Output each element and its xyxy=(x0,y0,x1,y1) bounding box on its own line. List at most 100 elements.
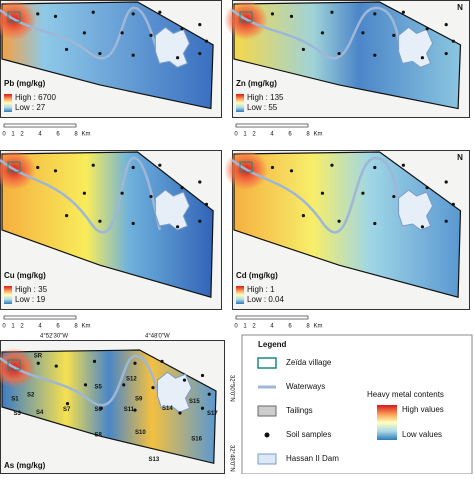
scale-bar: 0 1 2 4 6 8 Km xyxy=(2,123,91,138)
soil-sample xyxy=(131,165,135,170)
interpolation-zone xyxy=(233,151,462,298)
scale-label: 8 xyxy=(74,324,78,330)
high-label: High : 1 xyxy=(247,285,275,294)
scale-label: 1 xyxy=(11,132,15,138)
north-arrow: N xyxy=(457,153,463,162)
soil-sample xyxy=(133,408,137,412)
scale-label: 0 xyxy=(2,324,6,330)
soil-sample xyxy=(158,163,162,167)
metal-title: As (mg/kg) xyxy=(4,461,46,470)
soil-sample xyxy=(361,31,365,35)
soil-sample xyxy=(65,214,69,218)
scale-label: 2 xyxy=(20,324,24,330)
high-values: High values xyxy=(402,405,444,414)
legend-item: Waterways xyxy=(258,382,325,391)
legend-label: Soil samples xyxy=(286,430,331,439)
scale-label: 2 xyxy=(20,132,24,138)
soil-sample xyxy=(83,383,88,387)
scale-label: 4 xyxy=(270,132,274,138)
sym xyxy=(257,405,277,417)
low-label: Low : 0.04 xyxy=(247,295,284,304)
sample-label: S10 xyxy=(135,430,146,436)
low-label: Low : 19 xyxy=(15,295,46,304)
soil-sample xyxy=(420,225,424,229)
soil-sample xyxy=(207,392,211,396)
high-label: High : 35 xyxy=(15,285,48,294)
soil-sample xyxy=(131,12,135,16)
soil-sample xyxy=(180,186,184,190)
soil-sample xyxy=(91,10,95,14)
scale-bar: 0 1 2 4 6 8 Km xyxy=(234,315,323,330)
sample-label: S14 xyxy=(162,406,173,412)
color-ramp xyxy=(4,94,12,112)
legend: Legend Zeïda village Waterways Tailings Soil… xyxy=(241,334,473,475)
soil-sample xyxy=(65,47,69,52)
soil-sample xyxy=(444,180,448,184)
soil-sample xyxy=(451,202,455,206)
sample-label: SR xyxy=(34,354,43,360)
low-label: Low : 55 xyxy=(247,103,278,112)
soil-sample xyxy=(361,191,365,195)
high-label: High : 135 xyxy=(247,93,284,102)
legend-item: Hassan II Dam xyxy=(257,453,339,465)
scale-label: 2 xyxy=(252,324,256,330)
waterway xyxy=(0,156,162,234)
waterway xyxy=(231,6,405,60)
sample-label: S11 xyxy=(124,407,135,413)
color-ramp xyxy=(4,286,12,304)
soil-sample xyxy=(176,225,180,229)
soil-sample xyxy=(401,163,405,167)
soil-sample xyxy=(176,56,180,60)
scale-label: 1 xyxy=(11,324,15,330)
sample-label: S13 xyxy=(149,457,160,463)
latitude: 32°50'0"N xyxy=(228,375,234,402)
soil-sample xyxy=(98,51,102,56)
soil-sample xyxy=(36,361,40,365)
soil-sample xyxy=(200,373,205,378)
soil-sample xyxy=(444,219,448,223)
scale-line xyxy=(235,315,309,320)
sample-label: S12 xyxy=(126,376,137,382)
scale-label: 6 xyxy=(288,132,292,138)
soil-sample xyxy=(270,12,275,16)
sample-label: S4 xyxy=(36,410,44,416)
soil-sample xyxy=(131,221,135,226)
soil-sample xyxy=(198,23,202,27)
low-label: Low : 27 xyxy=(15,103,46,112)
sample-label: S5 xyxy=(95,384,103,390)
village xyxy=(7,11,21,23)
scale-label: 6 xyxy=(56,324,60,330)
scale-label: 1 xyxy=(243,132,247,138)
soil-sample xyxy=(82,31,86,35)
scale-label: 4 xyxy=(270,324,274,330)
soil-sample xyxy=(99,406,103,410)
soil-sample xyxy=(320,31,325,35)
soil-sample xyxy=(420,56,424,60)
scale-label: 8 xyxy=(306,324,310,330)
scale-label: 6 xyxy=(56,132,60,138)
latitude: 32°48'0"N xyxy=(228,445,234,472)
soil-sample xyxy=(373,53,377,57)
scale-line xyxy=(3,123,77,128)
waterway xyxy=(0,6,162,60)
soil-sample xyxy=(270,165,275,170)
sample-label: S6 xyxy=(95,407,103,413)
soil-sample xyxy=(53,169,58,173)
legend-item: Tailings xyxy=(257,405,313,417)
metal-title: Zn (mg/kg) xyxy=(236,79,277,88)
metal-title: Pb (mg/kg) xyxy=(4,79,46,88)
village xyxy=(7,359,21,371)
waterway xyxy=(231,156,405,234)
soil-sample xyxy=(337,219,341,223)
soil-sample xyxy=(392,194,396,199)
map-panel: As (mg/kg) SR S1 S2 S3 S4 S5 S6 S7 S8 S9 S10 S11 S12 S… xyxy=(0,340,225,474)
soil-sample xyxy=(289,14,294,18)
soil-sample xyxy=(133,361,137,365)
village xyxy=(239,161,253,173)
scale-label: 0 xyxy=(2,132,6,138)
sample-label: S17 xyxy=(207,411,218,417)
scale-label: 8 xyxy=(74,132,78,138)
dam xyxy=(154,26,190,68)
soil-sample xyxy=(149,33,153,37)
